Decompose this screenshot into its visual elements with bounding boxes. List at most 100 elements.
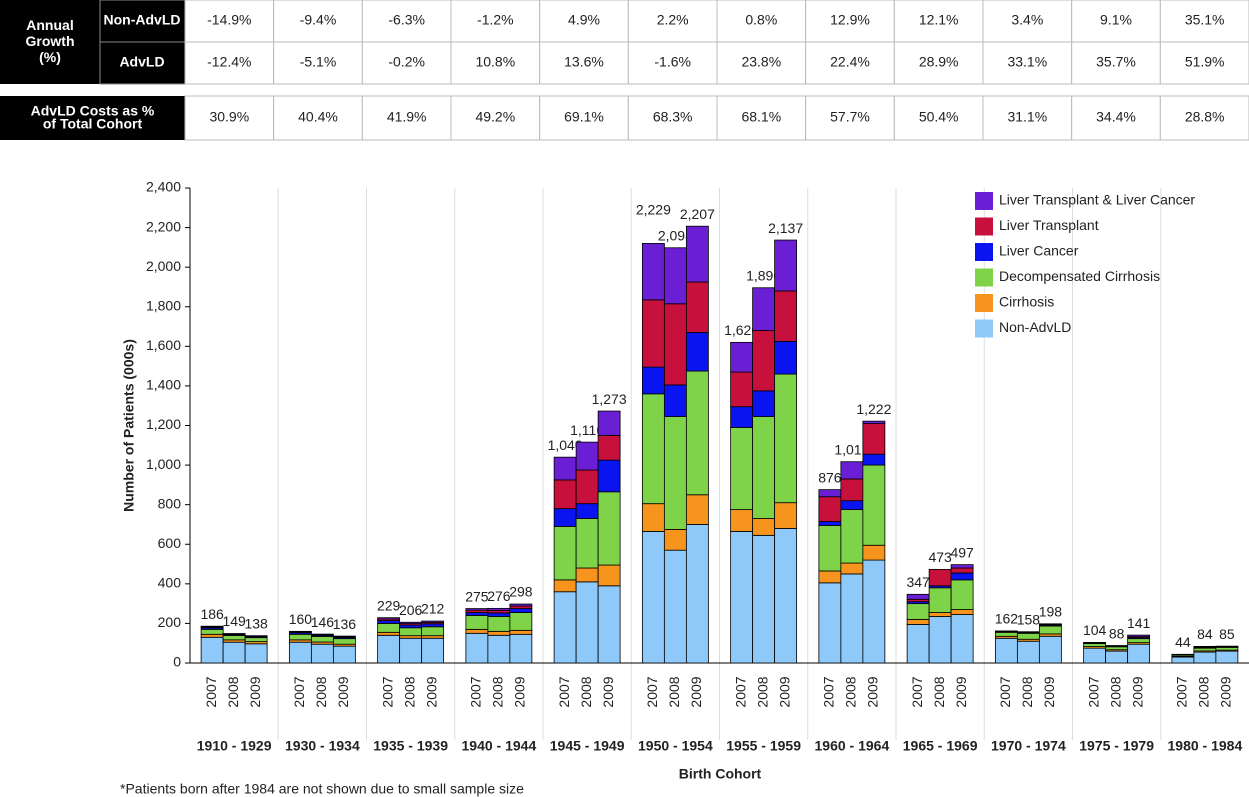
x-tick-label: 2008 bbox=[754, 676, 770, 707]
bar-segment bbox=[1193, 651, 1217, 664]
x-tick-label: 2008 bbox=[225, 676, 241, 707]
bar-segment bbox=[663, 416, 687, 530]
x-tick-label: 2008 bbox=[931, 676, 947, 707]
total-label: 2,229 bbox=[636, 202, 671, 218]
cell-text: 4.9% bbox=[568, 12, 600, 28]
cell-text: 68.1% bbox=[741, 109, 781, 125]
x-tick-label: 2007 bbox=[644, 676, 660, 707]
x-tick-label: 2007 bbox=[732, 676, 748, 707]
cell-text: 28.8% bbox=[1185, 109, 1225, 125]
x-tick-label: 2007 bbox=[909, 676, 925, 707]
cell bbox=[1071, 95, 1161, 141]
cell-text: -9.4% bbox=[300, 12, 337, 28]
cell bbox=[1159, 95, 1249, 141]
bar-segment bbox=[840, 478, 864, 502]
cell-text: 10.8% bbox=[475, 54, 515, 70]
y-tick-label: 1,800 bbox=[146, 297, 181, 313]
bar-segment bbox=[1038, 625, 1062, 635]
bar-segment bbox=[641, 503, 665, 532]
bar-segment bbox=[950, 614, 974, 664]
cell bbox=[273, 0, 363, 43]
group-label: 1930 - 1934 bbox=[285, 738, 360, 754]
x-tick-label: 2007 bbox=[468, 676, 484, 707]
y-tick-label: 1,200 bbox=[146, 416, 181, 432]
bar-segment bbox=[597, 585, 621, 664]
bar-segment bbox=[818, 521, 842, 526]
bar-segment bbox=[950, 609, 974, 615]
bar-segment bbox=[906, 593, 930, 600]
cell bbox=[361, 41, 452, 85]
legend-label: Non-AdvLD bbox=[999, 319, 1071, 335]
x-tick-label: 2008 bbox=[490, 676, 506, 707]
group-label: 1955 - 1959 bbox=[726, 738, 801, 754]
bar-segment bbox=[597, 491, 621, 566]
bar-segment bbox=[222, 635, 246, 641]
total-label: 473 bbox=[928, 549, 952, 565]
bar-segment bbox=[663, 549, 687, 664]
bar-segment bbox=[1171, 656, 1195, 664]
cell-text: 35.7% bbox=[1096, 54, 1136, 70]
legend-swatch bbox=[975, 243, 993, 261]
cell bbox=[184, 41, 275, 85]
cell-text: -0.2% bbox=[388, 54, 425, 70]
bar-segment bbox=[752, 287, 776, 331]
total-label: 1,017 bbox=[834, 441, 869, 457]
bar-segment bbox=[1083, 643, 1107, 647]
bar-segment bbox=[575, 503, 599, 519]
total-label: 876 bbox=[818, 469, 842, 485]
bar-segment bbox=[730, 406, 754, 428]
bar-segment bbox=[950, 579, 974, 610]
cell-text: 12.9% bbox=[830, 12, 870, 28]
group-label: 1960 - 1964 bbox=[815, 738, 890, 754]
cell bbox=[627, 0, 718, 43]
cell-text: 51.9% bbox=[1185, 54, 1225, 70]
cell bbox=[1159, 41, 1249, 85]
x-tick-label: 2007 bbox=[291, 676, 307, 707]
bar-segment bbox=[421, 637, 445, 664]
bar-segment bbox=[332, 635, 356, 638]
bar-segment bbox=[1127, 643, 1151, 664]
bar-segment bbox=[752, 330, 776, 392]
bar-segment bbox=[509, 633, 533, 664]
x-tick-label: 2009 bbox=[1218, 676, 1234, 707]
bar-segment bbox=[928, 587, 952, 613]
bar-segment bbox=[818, 525, 842, 572]
y-tick-label: 600 bbox=[158, 535, 182, 551]
group-label: 1935 - 1939 bbox=[373, 738, 448, 754]
cell-text: 68.3% bbox=[653, 109, 693, 125]
bar-segment bbox=[465, 632, 489, 664]
total-label: 141 bbox=[1127, 615, 1151, 631]
bar-segment bbox=[399, 627, 423, 637]
table-title: AdvLD Costs as % of Total Cohort bbox=[31, 102, 155, 131]
bar-segment bbox=[377, 623, 401, 633]
row-label: Non-AdvLD bbox=[104, 12, 181, 28]
bar-segment bbox=[487, 616, 511, 632]
row-label: AdvLD bbox=[119, 54, 164, 70]
cell bbox=[361, 0, 452, 43]
footnote: *Patients born after 1984 are not shown … bbox=[120, 781, 524, 797]
bar-segment bbox=[862, 423, 886, 455]
bar-segment bbox=[465, 615, 489, 630]
x-tick-label: 2009 bbox=[600, 676, 616, 707]
y-tick-label: 200 bbox=[158, 614, 182, 630]
cell bbox=[893, 41, 984, 85]
bar-segment bbox=[509, 612, 533, 631]
bar-segment bbox=[730, 341, 754, 373]
bar-segment bbox=[641, 393, 665, 505]
bar-segment bbox=[950, 567, 974, 574]
x-tick-label: 2007 bbox=[203, 676, 219, 707]
cell bbox=[273, 41, 363, 85]
cell bbox=[450, 95, 541, 141]
y-tick-label: 2,400 bbox=[146, 179, 181, 195]
bar-segment bbox=[553, 591, 577, 664]
bar-segment bbox=[1016, 640, 1040, 664]
bar-segment bbox=[928, 616, 952, 664]
total-label: 84 bbox=[1197, 626, 1213, 642]
bar-segment bbox=[575, 581, 599, 664]
bar-segment bbox=[685, 332, 709, 372]
bar-segment bbox=[862, 544, 886, 561]
cell-text: -14.9% bbox=[207, 12, 251, 28]
bar-segment bbox=[774, 290, 798, 342]
y-axis-label: Number of Patients (000s) bbox=[121, 339, 137, 512]
cell-text: 0.8% bbox=[745, 12, 777, 28]
